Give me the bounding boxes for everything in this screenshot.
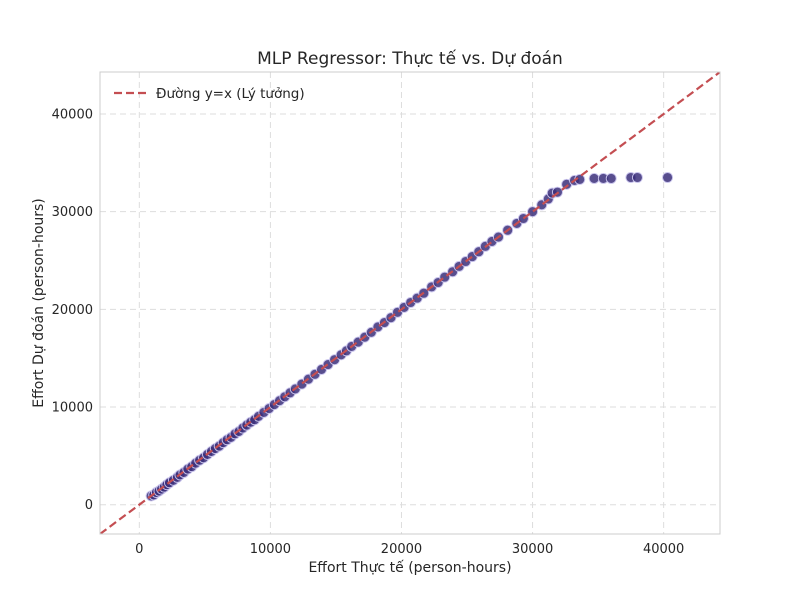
- y-tick-label: 0: [85, 498, 93, 513]
- x-axis-label: Effort Thực tế (person-hours): [308, 559, 511, 576]
- x-tick-label: 10000: [250, 542, 291, 557]
- x-tick-label: 30000: [512, 542, 553, 557]
- x-tick-labels: 0 10000 20000 30000 40000: [135, 542, 684, 557]
- plot-frame: [99, 71, 721, 535]
- data-point: [605, 173, 617, 184]
- legend: Đường y=x (Lý tưởng): [114, 86, 305, 102]
- legend-label: Đường y=x (Lý tưởng): [156, 86, 305, 102]
- y-tick-labels: 0 10000 20000 30000 40000: [52, 108, 93, 514]
- y-tick-label: 30000: [52, 205, 93, 220]
- data-point: [588, 173, 600, 184]
- y-tick-label: 10000: [52, 401, 93, 416]
- reference-line-y-equals-x: [100, 72, 720, 534]
- chart-title: MLP Regressor: Thực tế vs. Dự đoán: [257, 48, 563, 69]
- y-axis-label: Effort Dự đoán (person-hours): [31, 198, 47, 408]
- x-tick-label: 40000: [643, 542, 684, 557]
- y-tick-label: 40000: [52, 108, 93, 123]
- x-tick-label: 20000: [381, 542, 422, 557]
- data-point: [631, 172, 643, 183]
- y-tick-label: 20000: [52, 303, 93, 318]
- data-point: [662, 172, 674, 183]
- x-tick-label: 0: [135, 542, 143, 557]
